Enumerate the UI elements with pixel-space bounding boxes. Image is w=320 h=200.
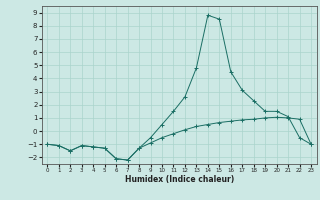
X-axis label: Humidex (Indice chaleur): Humidex (Indice chaleur) <box>124 175 234 184</box>
